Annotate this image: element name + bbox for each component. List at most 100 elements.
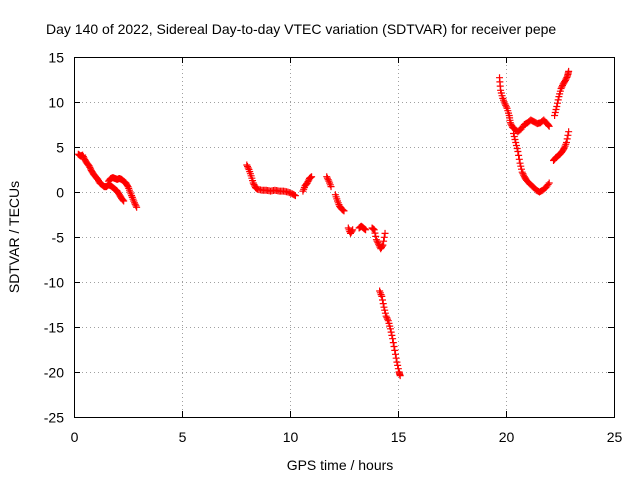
chart-title: Day 140 of 2022, Sidereal Day-to-day VTE… — [46, 21, 556, 37]
data-point — [389, 335, 397, 343]
data-point — [304, 178, 312, 185]
data-point — [388, 331, 396, 339]
data-point — [512, 142, 520, 149]
y-tick-label: -20 — [44, 365, 64, 381]
data-point — [501, 100, 509, 108]
data-point — [386, 325, 394, 333]
data-point — [390, 343, 398, 350]
data-point — [381, 309, 389, 317]
data-point — [370, 226, 378, 234]
data-point — [562, 139, 570, 146]
data-point — [389, 339, 397, 347]
data-point — [510, 130, 518, 137]
data-point — [552, 106, 560, 113]
data-point — [244, 164, 252, 172]
data-point — [565, 128, 573, 136]
data-point — [348, 227, 356, 235]
data-point — [378, 292, 386, 300]
data-point — [244, 163, 252, 170]
data-point — [392, 354, 400, 362]
data-point — [308, 173, 316, 181]
data-point — [123, 181, 131, 189]
data-point — [513, 145, 521, 152]
data-point — [554, 96, 562, 104]
data-point — [132, 202, 140, 210]
axes: 0 5 10 15 20 25 -25 -20 -15 -10 -5 0 5 10 15 — [44, 50, 623, 446]
data-point — [324, 176, 332, 184]
data-point — [510, 133, 518, 140]
data-point — [79, 151, 87, 159]
data-point — [519, 170, 527, 178]
data-point — [561, 76, 569, 84]
data-point — [545, 122, 553, 130]
data-point — [393, 358, 401, 366]
x-tick-label: 10 — [283, 429, 299, 445]
data-point — [379, 241, 387, 249]
data-point — [560, 145, 568, 153]
data-point — [507, 120, 515, 128]
data-point — [340, 207, 348, 215]
data-point — [362, 226, 370, 234]
y-tick-label: -25 — [44, 410, 64, 426]
data-point — [380, 233, 388, 241]
y-tick-label: -5 — [52, 230, 65, 246]
data-point — [558, 83, 566, 91]
grid-lines — [74, 57, 614, 417]
data-point — [565, 67, 573, 75]
data-point — [374, 239, 382, 247]
data-point — [349, 226, 357, 234]
data-point — [372, 236, 380, 244]
data-point — [502, 103, 510, 111]
data-point — [515, 155, 523, 163]
data-point — [372, 232, 380, 240]
data-point — [564, 131, 572, 139]
data-point — [133, 203, 141, 211]
data-point — [396, 372, 404, 380]
data-point — [380, 237, 388, 245]
data-point — [379, 296, 387, 304]
data-point — [323, 174, 331, 182]
data-point — [381, 306, 389, 314]
y-tick-label: -10 — [44, 275, 64, 291]
data-point — [551, 112, 559, 119]
data-point — [517, 165, 525, 173]
data-point — [515, 151, 523, 159]
data-point — [553, 103, 561, 110]
data-point — [249, 179, 257, 187]
data-point — [553, 99, 561, 107]
data-point — [250, 181, 258, 188]
data-point — [119, 196, 127, 204]
data-point — [557, 85, 565, 92]
data-point — [86, 163, 94, 171]
x-tick-label: 25 — [607, 429, 623, 445]
data-point — [387, 328, 395, 336]
data-point — [544, 181, 552, 188]
data-point — [373, 237, 381, 245]
data-point — [394, 365, 402, 373]
data-point — [517, 162, 525, 170]
data-point — [562, 75, 570, 83]
data-point — [120, 197, 128, 205]
x-tick-label: 15 — [391, 429, 407, 445]
data-point — [131, 200, 139, 208]
data-point — [516, 159, 524, 167]
x-tick-label: 5 — [179, 429, 187, 445]
data-point — [378, 242, 386, 250]
data-point — [394, 361, 402, 369]
data-point — [512, 139, 520, 146]
data-point — [384, 315, 392, 323]
data-point — [376, 289, 384, 297]
data-point — [563, 135, 571, 143]
data-point — [380, 303, 388, 311]
data-point — [381, 229, 389, 237]
data-point — [544, 121, 552, 129]
data-point — [323, 173, 331, 181]
data-point — [551, 109, 559, 116]
data-point — [79, 153, 87, 161]
data-point — [511, 136, 519, 143]
data-point — [502, 101, 510, 109]
data-point — [518, 168, 526, 176]
data-point — [130, 199, 138, 207]
data-point — [303, 179, 311, 187]
y-tick-label: 0 — [56, 185, 64, 201]
